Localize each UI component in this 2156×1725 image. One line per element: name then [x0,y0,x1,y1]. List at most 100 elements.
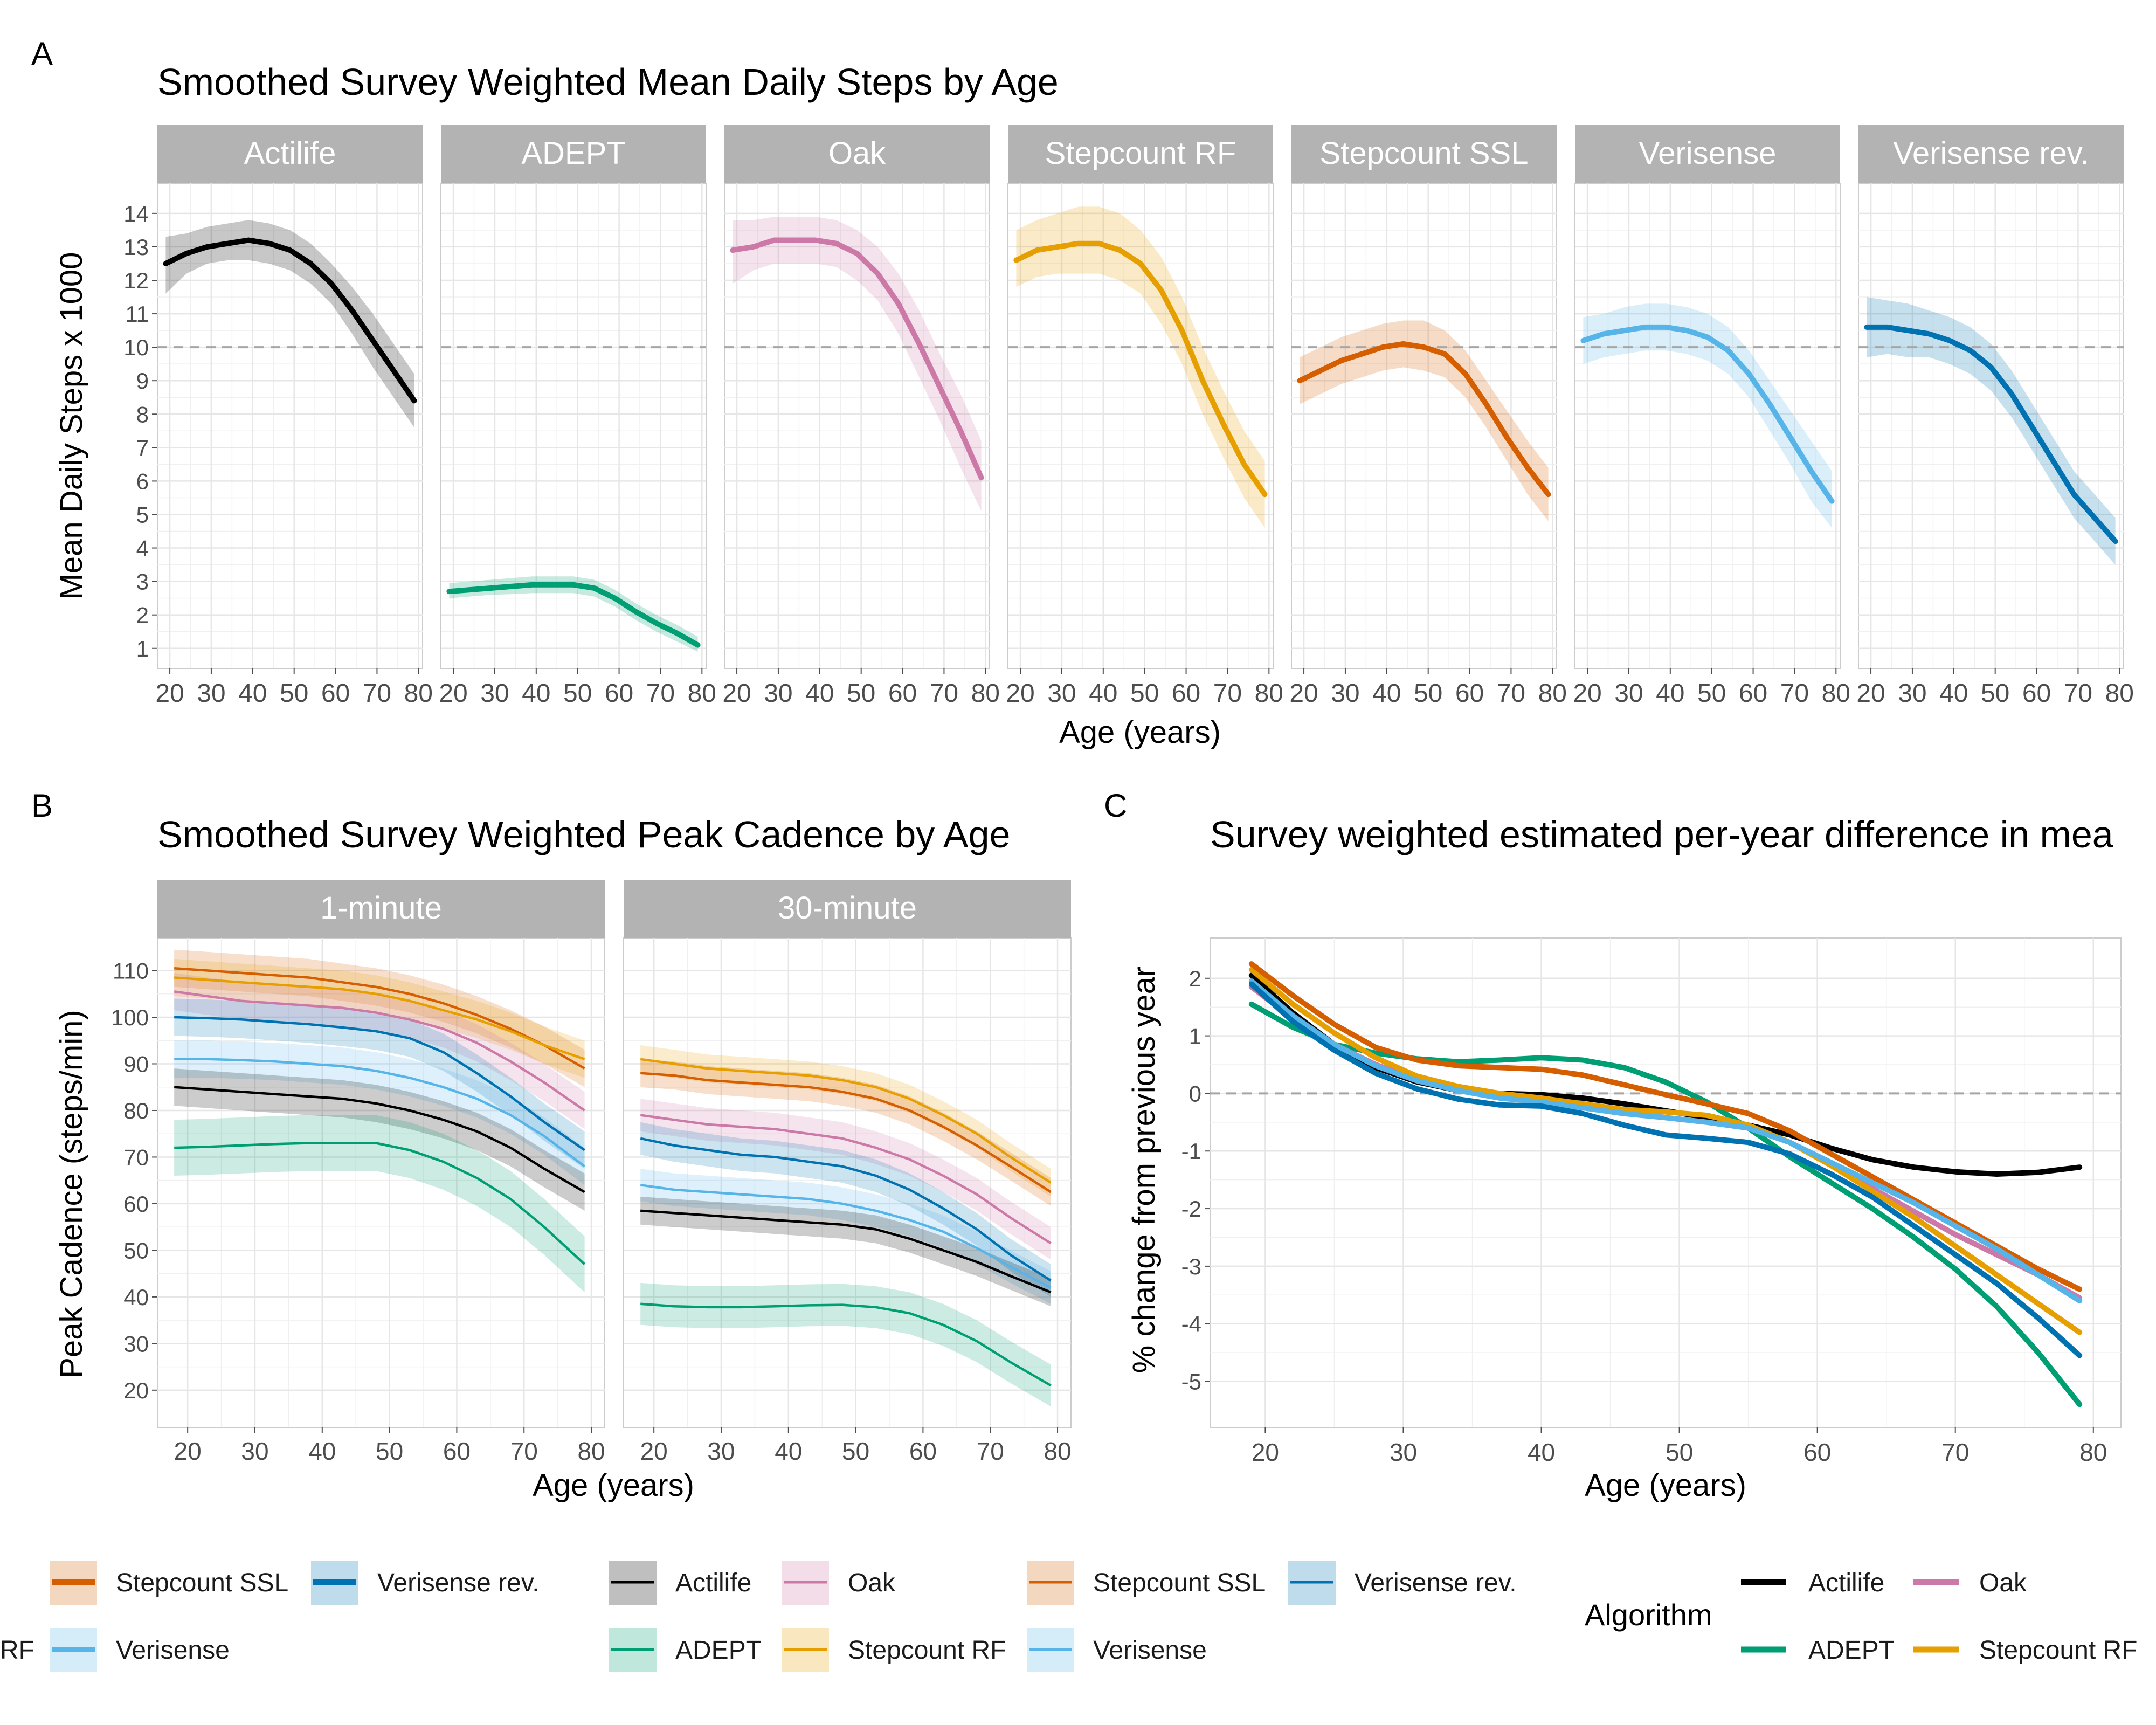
x-tick-label: 50 [1981,679,2009,708]
x-tick-label: 80 [1822,679,1850,708]
series-line-adept [446,582,701,648]
x-tick-label: 80 [971,679,1000,708]
x-tick-label: 30 [1898,679,1926,708]
y-tick-label: 1 [1189,1024,1201,1049]
legend-label: ADEPT [1808,1636,1895,1665]
y-tick-label: -1 [1181,1138,1201,1164]
x-tick-label: 60 [909,1437,937,1465]
x-tick-label: 50 [1697,679,1726,708]
confidence-band-adept [449,576,698,652]
legend-item-stepcount-ssl: Stepcount SSL [50,1561,288,1605]
panel-b-plot: 1-minute 20 30 40 50 60 70 80 20 30 40 50 60 70 80 90 10… [111,880,1072,1465]
plot-background [1574,183,1841,669]
y-tick-label: 80 [123,1098,149,1123]
x-tick-label: 70 [510,1437,538,1465]
legend-item-stepcount-rf: Stepcount RF [782,1628,1006,1672]
legend-label: Verisense [1093,1636,1207,1665]
x-tick-label: 30 [241,1437,268,1465]
legend-item-stepcount-rf: Stepcount RF [1913,1636,2137,1665]
y-tick-label: 50 [123,1238,149,1263]
legend-item-verisense: Verisense [50,1628,230,1672]
series-line-actilife [174,1086,585,1193]
x-tick-label: 70 [977,1437,1004,1465]
series-line-adept [640,1302,1052,1387]
x-tick-label: 20 [439,679,467,708]
y-tick-label: 4 [136,536,149,561]
plot-background [157,183,423,669]
legend-label: Stepcount RF [1979,1636,2137,1665]
x-tick-label: 40 [522,679,550,708]
x-tick-label: 20 [1252,1438,1279,1466]
y-tick-label: 7 [136,435,149,460]
x-tick-label: 70 [363,679,391,708]
facet-4: Stepcount SSL 20 30 40 50 60 70 80 [1289,125,1567,708]
confidence-band-oak [640,1099,1051,1260]
x-tick-label: 40 [1089,679,1117,708]
series-line-stepcount-ssl [640,1072,1052,1193]
x-tick-label: 40 [775,1437,802,1465]
x-tick-label: 40 [238,679,267,708]
panel-b-letter: B [31,788,53,824]
x-tick-label: 20 [1289,679,1318,708]
facet-5: Verisense 20 30 40 50 60 70 80 [1573,125,1850,708]
y-tick-label: 20 [123,1378,149,1403]
legend-item-adept: ADEPT [1741,1636,1895,1665]
legend-item-verisense-rev: Verisense rev. [311,1561,540,1605]
confidence-band-actilife [640,1196,1051,1307]
facet-strip [157,125,423,183]
y-tick-label: 14 [123,201,149,226]
x-tick-label: 50 [1414,679,1442,708]
confidence-band-verisense [174,1040,585,1185]
legend-label: Actilife [1808,1569,1884,1597]
series-line-verisense [1248,978,2083,1303]
panel-c-title: Survey weighted estimated per-year diffe… [1210,813,2113,855]
x-tick-label: 80 [1255,679,1283,708]
panel-a-xlabel: Age (years) [1059,715,1221,750]
legend-label: Stepcount RF [848,1636,1006,1665]
x-tick-label: 80 [1538,679,1567,708]
y-tick-label: 90 [123,1051,149,1077]
facet-strip-label: Actilife [244,136,336,171]
legend-label: Oak [1979,1569,2027,1597]
y-tick-label: 10 [123,335,149,360]
y-tick-label: 0 [1189,1081,1201,1106]
x-tick-label: 60 [1739,679,1767,708]
confidence-band-stepcount-ssl [1300,320,1549,521]
facet-strip-label: 30-minute [778,891,917,926]
confidence-band-adept [640,1282,1051,1407]
legend-item-actilife: Actilife [1741,1569,1884,1597]
legend-right: Algorithm Actilife Oak ADEPT Stepcount RF [1585,1569,2137,1665]
series-line-oak [640,1114,1052,1245]
series-line-verisense [640,1184,1052,1289]
legend-item-adept: ADEPT [609,1628,762,1672]
facet-strip [1858,125,2124,183]
series-line-verisense-rev [1248,981,2083,1358]
x-tick-label: 70 [930,679,958,708]
plot-background [440,183,707,669]
legend-label: Stepcount SSL [116,1569,288,1597]
facet-2: Oak 20 30 40 50 60 70 80 [722,125,1000,708]
x-tick-label: 40 [805,679,834,708]
legend-item-stepcount-ssl: Stepcount SSL [1027,1561,1266,1605]
y-tick-label: 2 [136,603,149,628]
series-line-actilife [640,1209,1052,1294]
confidence-band-verisense-rev [1867,297,2116,565]
panel-c-ylabel: % change from previous year [1127,967,1162,1373]
facet-strip-label: Oak [828,136,886,171]
series-line-verisense-rev [640,1137,1052,1282]
confidence-band-actilife [174,1068,585,1211]
facet-strip-label: Stepcount RF [1045,136,1236,171]
series-line-stepcount-rf [1013,240,1268,498]
confidence-band-stepcount-ssl [640,1059,1051,1206]
x-tick-label: 30 [197,679,225,708]
confidence-band-oak [174,972,585,1129]
x-tick-label: 60 [888,679,917,708]
y-tick-label: -5 [1181,1369,1201,1395]
plot-background [724,183,990,669]
series-line-verisense-rev [1864,324,2118,544]
panel-b-xlabel: Age (years) [533,1468,694,1503]
facet-1: 30-minute 20 30 40 50 60 70 80 [623,880,1072,1465]
confidence-band-stepcount-rf [174,958,585,1078]
x-tick-label: 20 [155,679,184,708]
